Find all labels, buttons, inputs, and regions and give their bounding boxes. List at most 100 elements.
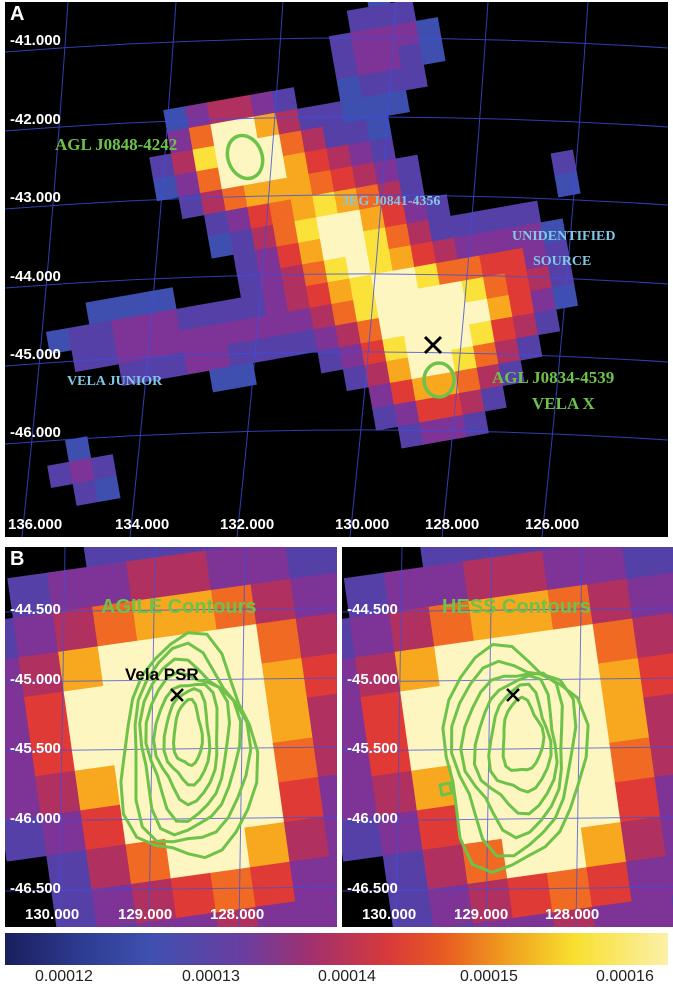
- intensity-pixel: [459, 389, 485, 415]
- intensity-pixel: [627, 573, 673, 619]
- intensity-pixel: [263, 290, 289, 316]
- intensity-pixel: [502, 550, 548, 596]
- intensity-pixel: [288, 308, 314, 334]
- intensity-pixel: [362, 94, 388, 120]
- intensity-pixel: [422, 306, 448, 332]
- y-tick-label: -46.000: [347, 810, 398, 827]
- intensity-pixel: [496, 794, 542, 840]
- intensity-pixel: [241, 294, 267, 320]
- intensity-pixel: [593, 618, 639, 664]
- intensity-pixel: [541, 828, 587, 874]
- intensity-pixel: [93, 342, 119, 368]
- y-tick-label: -43.000: [10, 189, 61, 206]
- intensity-pixel: [150, 287, 176, 313]
- intensity-pixel: [456, 799, 502, 845]
- intensity-pixel: [301, 652, 337, 698]
- intensity-pixel: [208, 232, 234, 258]
- y-tick-label: -45.000: [10, 671, 61, 688]
- intensity-pixel: [273, 221, 299, 247]
- intensity-pixel: [581, 822, 627, 868]
- intensity-pixel: [416, 17, 442, 43]
- intensity-pixel: [462, 839, 508, 885]
- intensity-pixel: [386, 357, 412, 383]
- intensity-pixel: [320, 235, 346, 261]
- colorbar: [5, 933, 668, 965]
- intensity-pixel: [200, 189, 226, 215]
- intensity-pixel: [349, 274, 375, 300]
- intensity-pixel: [410, 241, 436, 267]
- intensity-pixel: [436, 259, 462, 285]
- colorbar-label: 0.00016: [596, 968, 654, 986]
- intensity-pixel: [339, 343, 365, 369]
- intensity-pixel: [245, 547, 291, 585]
- x-tick-label: 128.000: [545, 906, 599, 923]
- intensity-pixel: [345, 253, 371, 279]
- intensity-pixel: [379, 314, 405, 340]
- intensity-pixel: [317, 347, 343, 373]
- intensity-pixel: [349, 612, 395, 658]
- intensity-pixel: [302, 260, 328, 286]
- intensity-pixel: [575, 782, 621, 828]
- intensity-pixel: [380, 68, 406, 94]
- intensity-pixel: [368, 3, 394, 29]
- intensity-pixel: [598, 658, 644, 704]
- intensity-pixel: [370, 137, 396, 163]
- x-tick-label: 132.000: [220, 516, 274, 533]
- intensity-pixel: [465, 299, 491, 325]
- intensity-pixel: [109, 720, 155, 766]
- intensity-pixel: [422, 844, 468, 890]
- intensity-pixel: [463, 556, 509, 602]
- intensity-pixel: [290, 856, 336, 902]
- intensity-pixel: [250, 91, 276, 117]
- intensity-pixel: [444, 303, 470, 329]
- intensity-pixel: [310, 304, 336, 330]
- y-tick-label: -44.500: [10, 601, 61, 618]
- intensity-pixel: [256, 618, 302, 664]
- x-tick-label: 129.000: [118, 906, 172, 923]
- intensity-pixel: [64, 686, 110, 732]
- intensity-pixel: [89, 320, 115, 346]
- intensity-pixel: [373, 159, 399, 185]
- intensity-pixel: [284, 816, 330, 862]
- intensity-pixel: [236, 138, 262, 164]
- intensity-pixel: [71, 346, 97, 372]
- colorbar-label: 0.00015: [460, 968, 518, 986]
- intensity-pixel: [570, 743, 616, 789]
- intensity-pixel: [261, 156, 287, 182]
- source-label-agl-j0848: AGL J0848-4242: [55, 135, 177, 155]
- intensity-pixel: [463, 411, 489, 437]
- panel-b-agile: B AGILE Contours Vela PSR -44.500 -45.00…: [5, 547, 337, 927]
- intensity-pixel: [305, 148, 331, 174]
- intensity-pixel: [353, 296, 379, 322]
- intensity-pixel: [149, 153, 175, 179]
- intensity-pixel: [337, 76, 363, 102]
- intensity-pixel: [223, 319, 249, 345]
- intensity-pixel: [91, 454, 117, 480]
- intensity-pixel: [323, 123, 349, 149]
- intensity-pixel: [275, 109, 301, 135]
- intensity-pixel: [347, 7, 373, 33]
- intensity-pixel: [458, 255, 484, 281]
- y-tick-label: -45.000: [10, 346, 61, 363]
- intensity-pixel: [472, 208, 498, 234]
- intensity-pixel: [398, 422, 424, 448]
- intensity-pixel: [239, 782, 285, 828]
- intensity-pixel: [354, 50, 380, 76]
- source-label-agl-j0834: AGL J0834-4539: [492, 368, 614, 388]
- intensity-pixel: [316, 213, 342, 239]
- intensity-pixel: [509, 291, 535, 317]
- intensity-pixel: [419, 39, 445, 65]
- intensity-pixel: [249, 337, 275, 363]
- intensity-pixel: [201, 323, 227, 349]
- intensity-pixel: [368, 383, 394, 409]
- source-label-3eg: 3EG J0841-4356: [342, 194, 440, 210]
- intensity-pixel: [372, 404, 398, 430]
- intensity-pixel: [626, 856, 672, 902]
- y-tick-label: -46.500: [347, 880, 398, 897]
- intensity-pixel: [361, 339, 387, 365]
- intensity-pixel: [75, 765, 121, 811]
- intensity-pixel: [553, 624, 599, 670]
- intensity-pixel: [389, 245, 415, 271]
- intensity-pixel: [479, 252, 505, 278]
- intensity-pixel: [404, 332, 430, 358]
